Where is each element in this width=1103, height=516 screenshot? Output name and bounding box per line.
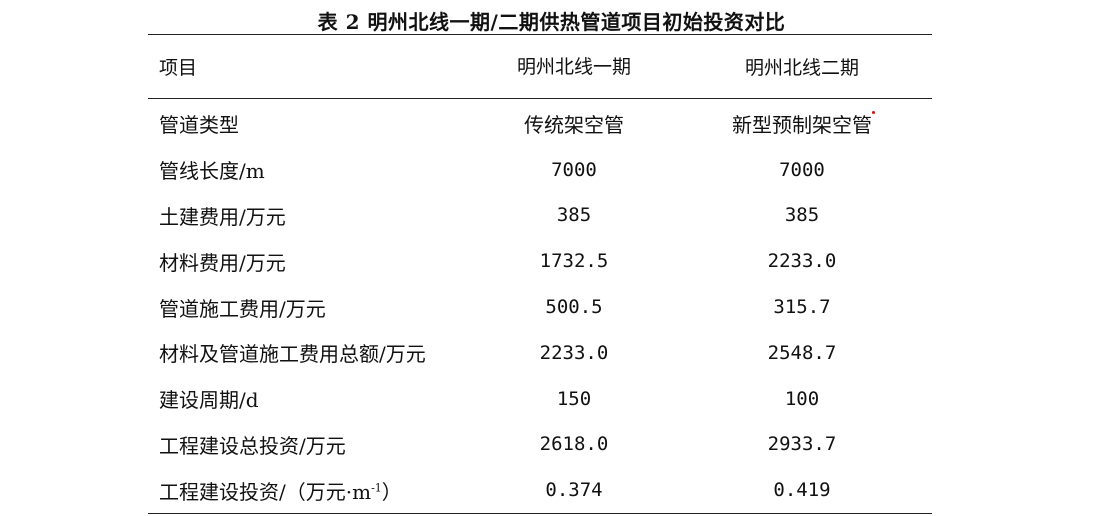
- table-row: 管道施工费用/万元 500.5 315.7: [148, 284, 932, 330]
- table-row: 材料及管道施工费用总额/万元 2233.0 2548.7: [148, 330, 932, 376]
- row-phase1: 150: [556, 387, 592, 410]
- row-phase1: 7000: [551, 158, 597, 181]
- table-row: 管线长度/m 7000 7000: [148, 147, 932, 193]
- table-caption: 表 2 明州北线一期/二期供热管道项目初始投资对比: [317, 10, 786, 34]
- row-phase2: 100: [784, 387, 820, 410]
- table-row: 建设周期/d 150 100: [148, 376, 932, 422]
- table-row: 土建费用/万元 385 385: [148, 193, 932, 239]
- row-phase1: 2618.0: [539, 433, 609, 456]
- row-label: 工程建设总投资/万元: [159, 433, 346, 458]
- investment-comparison-table: 项目 明州北线一期 明州北线二期 管道类型 传统架空管 新型预制架空管 管线长度…: [148, 34, 932, 515]
- row-phase2: 315.7: [773, 296, 831, 319]
- row-label: 管线长度/m: [159, 159, 265, 184]
- row-label: 工程建设投资/（万元·m-1）: [148, 476, 504, 505]
- row-phase2: 0.419: [773, 479, 831, 502]
- row-label-superscript: -1: [371, 481, 382, 495]
- row-phase1: 1732.5: [539, 250, 609, 273]
- row-label-main: 工程建设投资/（万元·m: [159, 479, 372, 504]
- row-phase1: 385: [556, 204, 592, 227]
- table-row: 管道类型 传统架空管 新型预制架空管: [148, 101, 932, 147]
- table-header-row: 项目 明州北线一期 明州北线二期: [148, 35, 932, 99]
- row-phase2: 2233.0: [767, 250, 837, 273]
- row-phase2: 2548.7: [767, 341, 837, 364]
- row-phase2: 7000: [779, 158, 825, 181]
- row-label: 材料及管道施工费用总额/万元: [159, 342, 426, 367]
- header-phase2: 明州北线二期: [744, 57, 859, 79]
- row-phase1: 500.5: [545, 296, 603, 319]
- row-label: 管道施工费用/万元: [159, 296, 326, 321]
- header-phase1: 明州北线一期: [516, 55, 631, 78]
- row-phase2: 2933.7: [767, 433, 837, 456]
- header-item: 项目: [159, 57, 198, 79]
- table-row: 工程建设总投资/万元 2618.0 2933.7: [148, 422, 932, 468]
- row-phase1: 0.374: [545, 479, 603, 502]
- row-label: 建设周期/d: [159, 388, 259, 413]
- row-phase2: 385: [784, 204, 820, 227]
- row-phase1: 传统架空管: [524, 113, 624, 138]
- row-phase2: 新型预制架空管: [732, 113, 872, 138]
- row-label: 材料费用/万元: [159, 250, 286, 275]
- row-phase1: 2233.0: [539, 341, 609, 364]
- row-label-end: ）: [381, 479, 402, 504]
- table-row: 材料费用/万元 1732.5 2233.0: [148, 238, 932, 284]
- red-dot-mark: [872, 111, 875, 114]
- row-label: 管道类型: [159, 113, 239, 138]
- table-row: 工程建设投资/（万元·m-1） 0.374 0.419: [148, 467, 932, 513]
- row-label: 土建费用/万元: [159, 204, 286, 229]
